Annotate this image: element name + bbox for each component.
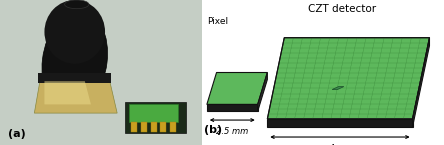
- Text: (a): (a): [8, 129, 26, 139]
- Text: 2.5 mm: 2.5 mm: [216, 127, 248, 136]
- Bar: [160, 122, 166, 132]
- Bar: [151, 122, 157, 132]
- Bar: [170, 122, 176, 132]
- Text: (b): (b): [204, 125, 222, 135]
- Polygon shape: [258, 72, 267, 111]
- Bar: [131, 122, 137, 132]
- Ellipse shape: [42, 10, 107, 112]
- Polygon shape: [332, 87, 344, 89]
- Text: Pixel: Pixel: [207, 17, 228, 26]
- Polygon shape: [207, 72, 267, 104]
- Text: 4 cm: 4 cm: [329, 144, 351, 145]
- Bar: [141, 122, 147, 132]
- Bar: [38, 72, 111, 83]
- Polygon shape: [267, 38, 429, 119]
- Polygon shape: [44, 81, 91, 104]
- Bar: [125, 102, 186, 133]
- Polygon shape: [267, 119, 412, 127]
- Polygon shape: [34, 78, 117, 113]
- Polygon shape: [412, 38, 429, 127]
- Ellipse shape: [44, 0, 105, 64]
- Polygon shape: [207, 104, 258, 111]
- Text: CZT detector: CZT detector: [308, 4, 377, 14]
- Ellipse shape: [65, 0, 89, 9]
- Bar: [129, 104, 178, 122]
